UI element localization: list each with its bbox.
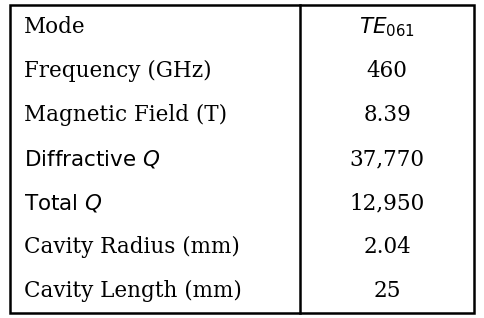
Text: Cavity Length (mm): Cavity Length (mm) — [24, 280, 242, 302]
Text: Magnetic Field (T): Magnetic Field (T) — [24, 104, 227, 126]
Text: 37,770: 37,770 — [350, 148, 424, 170]
Text: 8.39: 8.39 — [363, 104, 411, 126]
Text: $\mathrm{Total}\ Q$: $\mathrm{Total}\ Q$ — [24, 192, 103, 214]
Text: $TE_{061}$: $TE_{061}$ — [359, 15, 415, 38]
Text: 25: 25 — [374, 280, 401, 302]
Text: Mode: Mode — [24, 16, 86, 38]
Text: 460: 460 — [367, 60, 408, 82]
Text: 12,950: 12,950 — [349, 192, 425, 214]
Text: $\mathrm{Diffractive}\ Q$: $\mathrm{Diffractive}\ Q$ — [24, 148, 161, 170]
Text: 2.04: 2.04 — [363, 236, 411, 258]
Text: Cavity Radius (mm): Cavity Radius (mm) — [24, 236, 240, 258]
Text: Frequency (GHz): Frequency (GHz) — [24, 60, 212, 82]
